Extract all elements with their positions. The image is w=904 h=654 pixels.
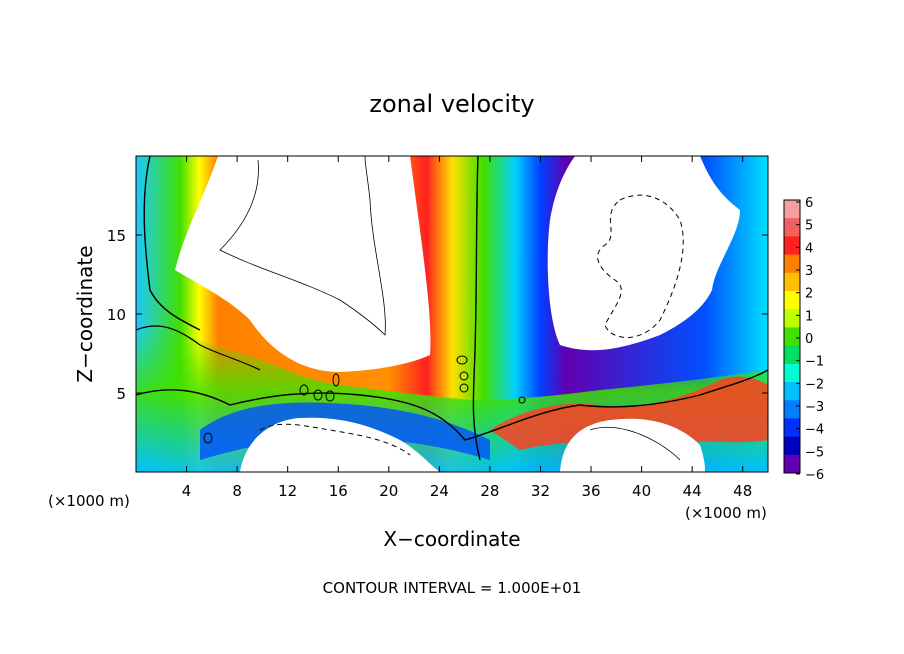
x-tick-label: 16 [329,482,348,500]
contour-dashed [597,194,684,338]
contour-thin [219,156,386,336]
contour-small [203,432,213,444]
colorbar-segment [784,345,800,365]
colorbar-segment [784,382,800,401]
white-region-bottom-1 [240,417,440,472]
y-tick-label: 15 [107,227,126,245]
x-tick-label: 36 [581,482,600,500]
x-tick-label: 20 [379,482,398,500]
x-tick-label: 4 [182,482,192,500]
contour-thin [589,426,681,461]
white-region-right [547,156,740,351]
contour-small [456,355,468,365]
contour-dashed [259,423,411,456]
y-tick-label: 5 [116,385,126,403]
x-tick-label: 24 [430,482,449,500]
x-tick-label: 44 [683,482,702,500]
y-axis-label: Z−coordinate [73,245,97,382]
white-region-left [175,156,431,372]
colorbar-label: −6 [805,468,824,483]
y-axis-ticks: 5 10 15 [107,227,768,403]
x-tick-label: 8 [232,482,242,500]
contour-solid [143,156,201,331]
contour-small [325,390,335,402]
colorbar: 6 5 4 3 2 1 0 −1 −2 −3 −4 −5 −6 [783,196,824,483]
x-units-left: (×1000 m) [48,492,130,510]
contour-interval-label: CONTOUR INTERVAL = 1.000E+01 [323,579,582,597]
colorbar-segment [784,400,800,419]
contour-small [313,389,323,401]
contour-small [299,384,309,396]
x-tick-label: 28 [480,482,499,500]
colorbar-segment [784,418,800,438]
contour-solid [136,369,768,441]
colorbar-frame [783,199,801,474]
colorbar-label: 2 [805,287,813,302]
colorbar-label: −3 [805,400,824,415]
colorbar-segment [784,436,800,456]
colorbar-label: 5 [805,219,813,234]
x-axis-ticks: 4 8 12 16 20 24 28 32 36 40 44 48 [182,156,752,500]
colorbar-segment [784,218,800,237]
colorbar-label: 0 [805,332,813,347]
contour-solid [136,325,261,371]
colorbar-segment [784,327,800,347]
colorbar-segment [784,236,800,256]
x-tick-label: 48 [733,482,752,500]
colorbar-segment [784,309,800,328]
colorbar-label: −2 [805,377,824,392]
colorbar-segment [784,454,800,474]
contour-solid [472,156,481,461]
colorbar-segment [784,363,800,383]
colorbar-label: −1 [805,355,824,370]
contour-small [518,396,526,404]
contour-small [332,373,340,387]
colorbar-label: −4 [805,423,824,438]
colorbar-segment [784,272,800,292]
x-tick-label: 12 [278,482,297,500]
colorbar-label: 6 [805,196,813,211]
colorbar-segment [784,291,800,310]
colorbar-segment [784,200,800,219]
white-region-bottom-2 [560,418,705,472]
x-tick-label: 32 [531,482,550,500]
colorbar-label: 4 [805,241,813,256]
colorbar-label: 3 [805,264,813,279]
x-tick-label: 40 [632,482,651,500]
contour-small [459,371,469,381]
y-tick-label: 10 [107,306,126,324]
x-axis-label: X−coordinate [383,527,520,551]
colorbar-segment [784,254,800,274]
colorbar-label: 1 [805,309,813,324]
chart-title: zonal velocity [369,90,534,118]
colorbar-label: −5 [805,445,824,460]
contour-small [459,383,469,393]
plot-area [136,156,768,472]
x-units-right: (×1000 m) [685,504,767,522]
